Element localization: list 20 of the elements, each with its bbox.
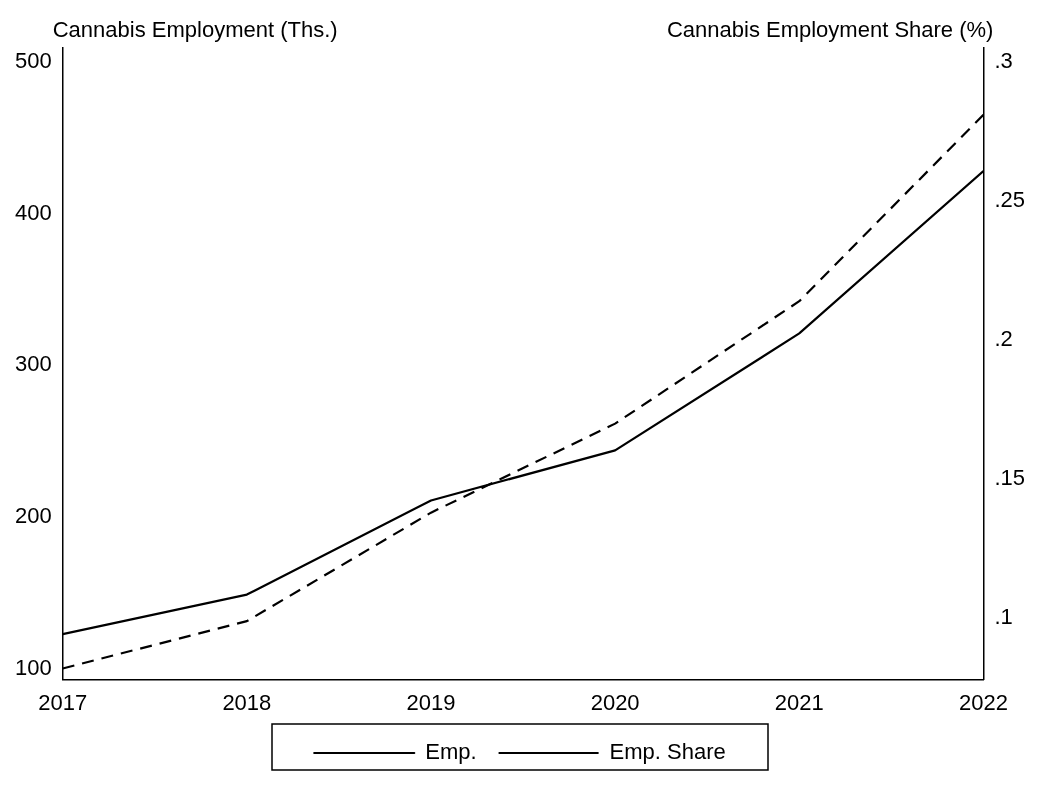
x-tick-label: 2022 [958,689,1008,715]
legend-label: Emp. [425,739,477,765]
y2-tick-label: .2 [994,326,1013,352]
x-tick-label: 2020 [590,689,640,715]
y-tick-label: 500 [14,47,52,73]
y2-tick-label: .25 [994,187,1026,213]
y-tick-label: 300 [14,351,52,377]
y2-axis-title: Cannabis Employment Share (%) [666,17,994,43]
x-tick-label: 2019 [406,689,456,715]
y2-tick-label: .15 [994,465,1026,491]
y-tick-label: 100 [14,655,52,681]
y-tick-label: 400 [14,199,52,225]
y-axis-title: Cannabis Employment (Ths.) [52,17,338,43]
x-tick-label: 2021 [774,689,824,715]
x-tick-label: 2017 [38,689,88,715]
y2-tick-label: .3 [994,47,1013,73]
y2-tick-label: .1 [994,604,1013,630]
x-tick-label: 2018 [222,689,272,715]
legend-label: Emp. Share [609,739,726,765]
y-tick-label: 200 [14,503,52,529]
